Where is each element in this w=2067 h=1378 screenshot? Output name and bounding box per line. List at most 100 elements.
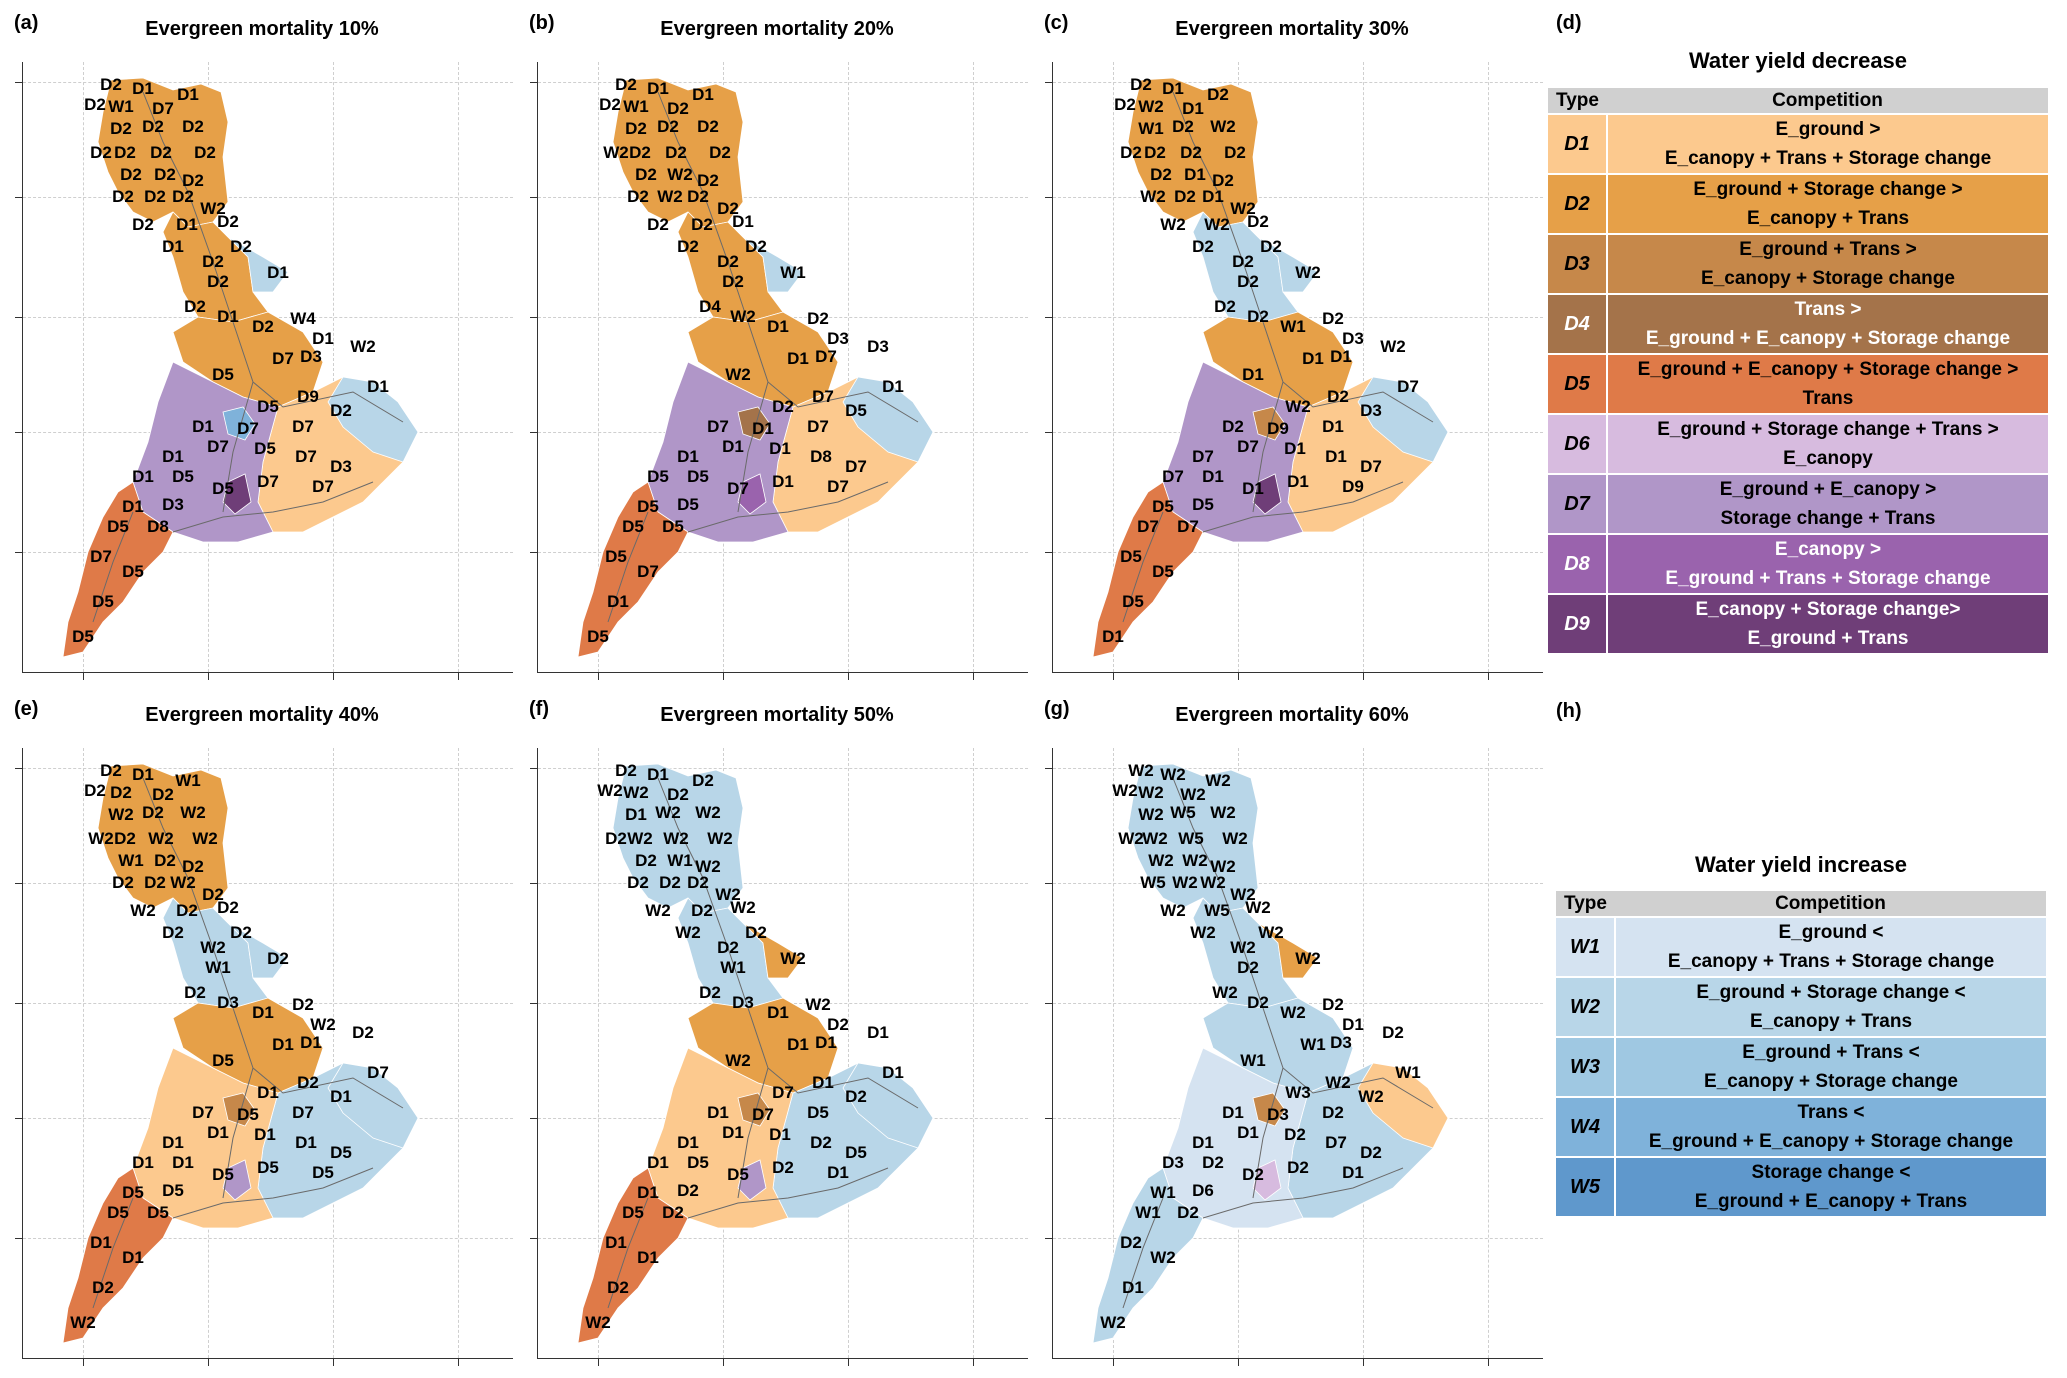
- subbasin-label: D7: [1360, 457, 1382, 476]
- y-tick: [15, 197, 22, 198]
- subbasin-label: D2: [699, 983, 721, 1002]
- subbasin-label: D1: [1162, 79, 1184, 98]
- subbasin-label: D2: [827, 1015, 849, 1034]
- subbasin-label: W2: [730, 898, 756, 917]
- subbasin-label: D3: [1162, 1153, 1184, 1172]
- legend-competition: E_ground + E_canopy > Storage change + Tr…: [1607, 473, 2048, 534]
- panel-letter-d: (d): [1556, 12, 1582, 34]
- subbasin-label: D5: [845, 401, 867, 420]
- subbasin-label: D7: [292, 1103, 314, 1122]
- subbasin-label: D2: [352, 1023, 374, 1042]
- subbasin-label: D2: [267, 949, 289, 968]
- x-tick: [1488, 673, 1489, 680]
- subbasin-label: D1: [132, 765, 154, 784]
- subbasin-label: D3: [1267, 1105, 1289, 1124]
- legend-competition: E_ground + Trans > E_canopy + Storage cha…: [1607, 233, 2048, 294]
- legend-row-d3: D3 E_ground + Trans > E_canopy + Storage c…: [1548, 233, 2048, 294]
- subbasin-region-pocket-c: [737, 1092, 771, 1127]
- subbasin-label: D2: [1232, 252, 1254, 271]
- subbasin-label: W2: [108, 805, 134, 824]
- legend-decrease-table: Type Competition D1 E_ground > E_canopy + …: [1548, 88, 2048, 653]
- legend-competition: E_ground + Trans < E_canopy + Storage cha…: [1615, 1036, 2046, 1097]
- subbasin-label: W1: [623, 97, 649, 116]
- subbasin-label: D2: [110, 119, 132, 138]
- map-panel: (b) Evergreen mortality 20% D2 D1 W1 D2 D1 D2 D2…: [515, 0, 1030, 686]
- y-tick: [530, 1003, 537, 1004]
- subbasin-label: W2: [1222, 829, 1248, 848]
- subbasin-label: D2: [110, 783, 132, 802]
- grid-line: [1053, 197, 1543, 198]
- subbasin-label: W2: [1138, 805, 1164, 824]
- map-frame: W2 W2 W2 W2 W2 W2 W2 W5 W2 W2 W2 W5 W2 W2 W2 W2 W5 W2 W2 W2…: [1045, 748, 1543, 1366]
- subbasin-label: D5: [147, 1203, 169, 1222]
- subbasin-label: D1: [1330, 347, 1352, 366]
- subbasin-label: W1: [1240, 1051, 1266, 1070]
- subbasin-label: D2: [772, 397, 794, 416]
- grid-line: [458, 748, 459, 1358]
- subbasin-label: W2: [1205, 771, 1231, 790]
- x-tick: [1488, 1359, 1489, 1366]
- subbasin-label: D2: [722, 272, 744, 291]
- x-tick: [458, 673, 459, 680]
- legend-row-w5: W5 Storage change < E_ground + E_canopy + …: [1556, 1156, 2046, 1216]
- subbasin-label: D7: [1325, 1133, 1347, 1152]
- legend-row-d8: D8 E_canopy > E_ground + Trans + Storage c…: [1548, 533, 2048, 594]
- subbasin-label: D2: [667, 99, 689, 118]
- subbasin-label: D1: [217, 307, 239, 326]
- subbasin-label: D2: [629, 143, 651, 162]
- subbasin-label: D2: [659, 873, 681, 892]
- panel-title: Evergreen mortality 50%: [660, 704, 894, 726]
- legend-type-label: D9: [1548, 593, 1608, 653]
- subbasin-label: D1: [272, 1035, 294, 1054]
- subbasin-label: W2: [170, 873, 196, 892]
- legend-type-label: D3: [1548, 233, 1608, 294]
- subbasin-label: D7: [1137, 517, 1159, 536]
- subbasin-label: D2: [1284, 1125, 1306, 1144]
- subbasin-label: D5: [257, 1158, 279, 1177]
- subbasin-label: W2: [1182, 851, 1208, 870]
- panel-letter-h: (h): [1556, 700, 1582, 722]
- subbasin-label: D7: [827, 477, 849, 496]
- grid-line: [538, 883, 1028, 884]
- legend-header-type: Type: [1548, 88, 1607, 114]
- subbasin-label: D1: [767, 1003, 789, 1022]
- subbasin-label: D1: [752, 419, 774, 438]
- subbasin-label: W1: [1150, 1183, 1176, 1202]
- subbasin-region-pocket-e: [327, 376, 419, 463]
- subbasin-label: W2: [1230, 938, 1256, 957]
- subbasin-label: D1: [312, 329, 334, 348]
- stream-line: [687, 1167, 889, 1219]
- subbasin-label: W2: [657, 187, 683, 206]
- subbasin-label: D1: [177, 85, 199, 104]
- subbasin-label: D9: [1267, 419, 1289, 438]
- subbasin-label: D2: [677, 237, 699, 256]
- subbasin-label: D2: [662, 1203, 684, 1222]
- subbasin-label: D5: [1120, 547, 1142, 566]
- grid-line: [458, 62, 459, 672]
- subbasin-label: W2: [1212, 983, 1238, 1002]
- subbasin-label: D1: [257, 1083, 279, 1102]
- subbasin-label: D7: [312, 477, 334, 496]
- legend-type-label: W2: [1556, 976, 1616, 1037]
- subbasin-region-southwest: [62, 1167, 174, 1344]
- subbasin-label: D2: [717, 938, 739, 957]
- subbasin-label: D3: [330, 457, 352, 476]
- legend-increase-table: Type Competition W1 E_ground < E_canopy + …: [1556, 891, 2046, 1216]
- legend-row-d4: D4 Trans > E_ground + E_canopy + Storage c…: [1548, 293, 2048, 354]
- subbasin-label: D1: [1222, 1103, 1244, 1122]
- grid-line: [1053, 768, 1543, 769]
- subbasin-label: D2: [202, 252, 224, 271]
- subbasin-region-pocket-e: [1357, 376, 1449, 463]
- subbasin-label: D2: [297, 1073, 319, 1092]
- subbasin-label: D2: [1382, 1023, 1404, 1042]
- y-tick: [530, 552, 537, 553]
- competition-line-2: E_ground + E_canopy + Storage change: [1648, 1131, 2014, 1152]
- legend-decrease-title: Water yield decrease: [1688, 48, 1908, 73]
- subbasin-label: W2: [1112, 781, 1138, 800]
- grid-line: [538, 768, 1028, 769]
- subbasin-label: D9: [297, 387, 319, 406]
- x-tick: [208, 673, 209, 680]
- subbasin-label: D5: [587, 627, 609, 646]
